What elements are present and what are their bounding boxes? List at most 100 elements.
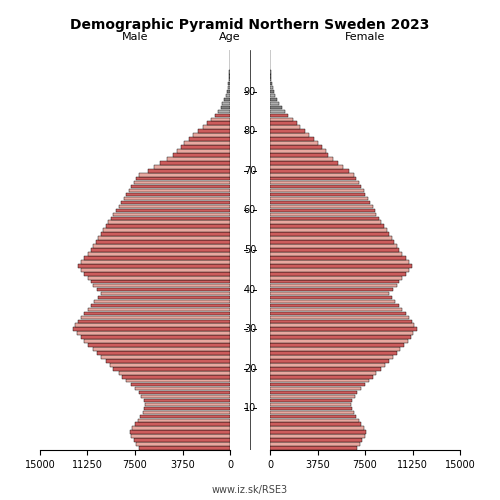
Bar	[270, 268, 409, 272]
Bar	[84, 272, 230, 276]
Bar	[144, 406, 230, 410]
Bar	[101, 292, 230, 296]
Bar	[270, 244, 396, 248]
Bar	[270, 157, 334, 160]
Bar	[270, 387, 361, 390]
Bar	[180, 145, 230, 149]
Bar	[270, 406, 352, 410]
Bar	[270, 304, 399, 307]
Bar	[88, 252, 230, 256]
Bar	[122, 375, 230, 378]
Bar	[270, 430, 366, 434]
Bar	[101, 355, 230, 358]
Bar	[229, 78, 230, 82]
Bar	[84, 340, 230, 343]
Bar	[270, 169, 348, 172]
Bar	[96, 240, 230, 244]
Bar	[88, 344, 230, 347]
Bar	[270, 90, 274, 94]
Bar	[207, 122, 230, 125]
Bar	[126, 379, 230, 382]
Bar	[270, 442, 360, 446]
Text: 90: 90	[244, 86, 256, 97]
Bar	[136, 177, 230, 180]
Text: 50: 50	[244, 245, 256, 255]
Bar	[73, 328, 230, 331]
Text: www.iz.sk/RSE3: www.iz.sk/RSE3	[212, 485, 288, 495]
Bar	[270, 193, 365, 196]
Bar	[270, 98, 277, 102]
Bar	[118, 371, 230, 374]
Bar	[139, 173, 230, 176]
Bar	[270, 106, 281, 109]
Bar	[76, 332, 230, 335]
Bar	[97, 288, 230, 292]
Bar	[270, 414, 356, 418]
Bar	[270, 336, 410, 339]
Bar	[270, 351, 396, 355]
Bar	[270, 74, 271, 78]
Bar	[118, 204, 230, 208]
Bar	[229, 74, 230, 78]
Bar	[270, 344, 404, 347]
Bar	[270, 173, 353, 176]
Bar	[270, 181, 358, 184]
Bar	[135, 387, 230, 390]
Bar	[270, 122, 296, 125]
Bar	[270, 402, 351, 406]
Bar	[134, 181, 230, 184]
Bar	[270, 208, 375, 212]
Bar	[101, 232, 230, 236]
Bar	[198, 130, 230, 133]
Bar	[218, 110, 230, 113]
Bar	[270, 189, 364, 192]
Bar	[90, 248, 230, 252]
Text: 70: 70	[244, 166, 256, 176]
Bar	[270, 232, 389, 236]
Bar	[270, 359, 389, 362]
Bar	[270, 224, 384, 228]
Bar	[190, 138, 230, 141]
Bar	[270, 272, 406, 276]
Bar	[270, 328, 417, 331]
Bar	[98, 236, 230, 240]
Bar	[270, 130, 306, 133]
Bar	[270, 375, 372, 378]
Bar	[270, 185, 361, 188]
Bar	[116, 208, 230, 212]
Bar	[136, 442, 230, 446]
Bar	[270, 383, 365, 386]
Bar	[135, 422, 230, 426]
Bar	[270, 347, 400, 351]
Bar	[270, 340, 408, 343]
Bar	[228, 86, 230, 90]
Bar	[270, 446, 358, 450]
Bar	[270, 240, 394, 244]
Bar	[222, 102, 230, 105]
Bar	[93, 284, 230, 288]
Bar	[121, 200, 230, 204]
Bar	[270, 252, 402, 256]
Bar	[270, 292, 389, 296]
Bar	[270, 200, 370, 204]
Bar	[160, 161, 230, 164]
Bar	[270, 371, 376, 374]
Text: Demographic Pyramid Northern Sweden 2023: Demographic Pyramid Northern Sweden 2023	[70, 18, 430, 32]
Bar	[142, 395, 230, 398]
Bar	[144, 398, 230, 402]
Bar	[270, 153, 328, 156]
Bar	[215, 114, 230, 117]
Bar	[270, 276, 402, 280]
Bar	[94, 300, 230, 304]
Bar	[270, 284, 396, 288]
Bar	[270, 248, 399, 252]
Bar	[270, 426, 364, 430]
Bar	[177, 149, 230, 153]
Text: 10: 10	[244, 404, 256, 413]
Bar	[139, 446, 230, 450]
Bar	[166, 157, 230, 160]
Bar	[270, 422, 361, 426]
Bar	[226, 94, 230, 98]
Bar	[78, 320, 230, 323]
Bar	[270, 145, 322, 149]
